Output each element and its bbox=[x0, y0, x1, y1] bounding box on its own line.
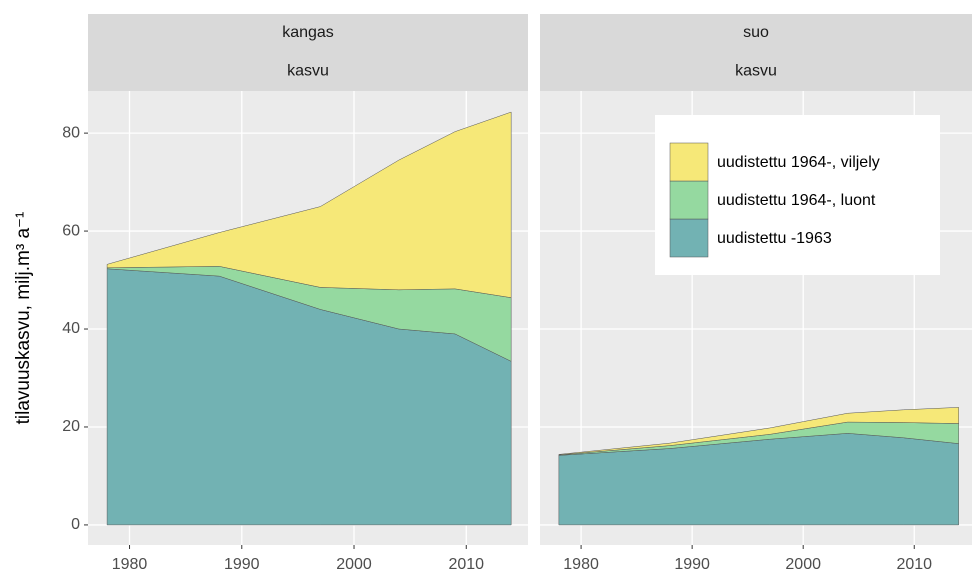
y-axis-label: tilavuuskasvu, milj.m³ a⁻¹ bbox=[13, 212, 34, 425]
x-tick-label: 2000 bbox=[785, 556, 821, 573]
legend-label: uudistettu 1964-, viljely bbox=[717, 154, 880, 171]
strip-label: kasvu bbox=[735, 63, 777, 80]
area bbox=[558, 407, 959, 456]
strip-label: suo bbox=[743, 24, 769, 41]
x-tick-label: 2010 bbox=[448, 556, 484, 573]
strip-label: kangas bbox=[282, 24, 334, 41]
x-tick-label: 1990 bbox=[224, 556, 260, 573]
y-tick-label: 80 bbox=[62, 124, 80, 141]
area bbox=[106, 111, 512, 298]
x-tick-label: 1980 bbox=[112, 556, 148, 573]
x-tick-label: 2000 bbox=[336, 556, 372, 573]
x-tick-label: 1990 bbox=[674, 556, 710, 573]
legend: uudistettu -1963 uudistettu 1964-, luont u… bbox=[655, 115, 940, 275]
y-tick-label: 40 bbox=[62, 320, 80, 337]
strip-background bbox=[88, 14, 528, 91]
legend-label: uudistettu 1964-, luont bbox=[717, 192, 876, 209]
legend-label: uudistettu -1963 bbox=[717, 230, 832, 247]
y-tick-label: 20 bbox=[62, 418, 80, 435]
strip-label: kasvu bbox=[287, 63, 329, 80]
legend-key bbox=[669, 218, 709, 258]
y-tick-label: 0 bbox=[71, 516, 80, 533]
strip-background bbox=[540, 14, 972, 91]
y-tick-label: 60 bbox=[62, 222, 80, 239]
legend-key bbox=[669, 142, 709, 182]
x-tick-label: 1980 bbox=[563, 556, 599, 573]
x-tick-label: 2010 bbox=[896, 556, 932, 573]
legend-key bbox=[669, 180, 709, 220]
